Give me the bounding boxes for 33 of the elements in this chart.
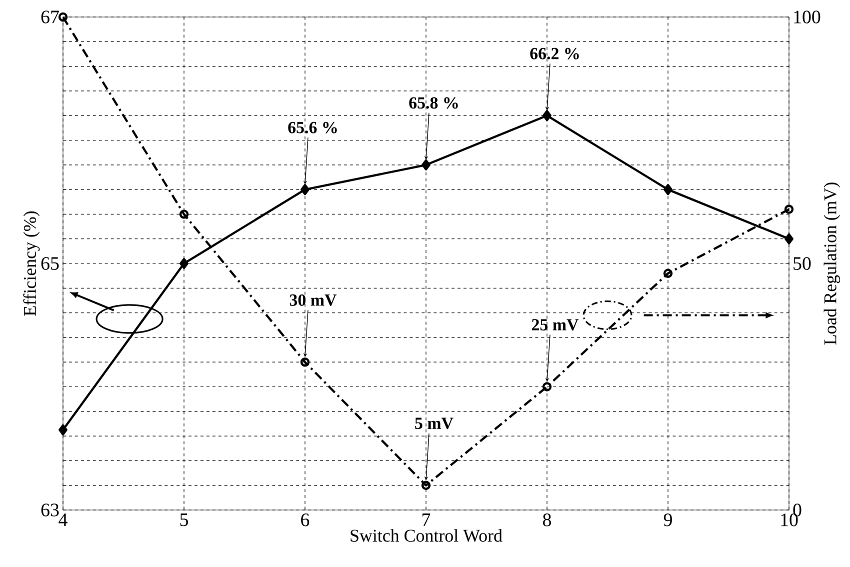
point [300,358,310,367]
y-axis-title: Efficiency (%) [23,211,40,316]
annotation: 66.2 % [530,48,579,60]
point [542,382,552,392]
x-tick-label: 7 [422,514,430,526]
point [180,258,188,270]
point [58,424,68,436]
x-tick-label: 4 [58,514,68,526]
y-tick-label: 67 [41,10,59,24]
x-tick-label: 6 [301,514,310,526]
point [664,184,672,196]
y-tick-label: 65 [41,257,59,270]
x-tick-label: 9 [664,514,672,526]
point [784,204,794,214]
point [422,159,430,170]
y2-tick-label: 50 [794,257,811,270]
y2-tick-label: 100 [794,10,820,24]
y2-axis-title: Load Regulation (mV) [824,182,840,345]
x-tick-label: 8 [542,514,551,526]
point [300,184,310,196]
point [542,110,552,122]
annotation: 65.8 % [409,97,458,109]
y-tick-label: 63 [41,504,59,516]
data-label: 25 mV [532,319,579,331]
point [421,480,431,490]
point [179,210,189,219]
x-axis-title: Switch Control Word [350,529,502,542]
point [58,12,68,22]
annotation: 65.6 % [288,122,337,134]
x-tick-label: 5 [180,514,188,526]
data-label: 30 mV [290,294,337,306]
data-label: 5 mV [415,418,454,430]
point [663,268,673,278]
